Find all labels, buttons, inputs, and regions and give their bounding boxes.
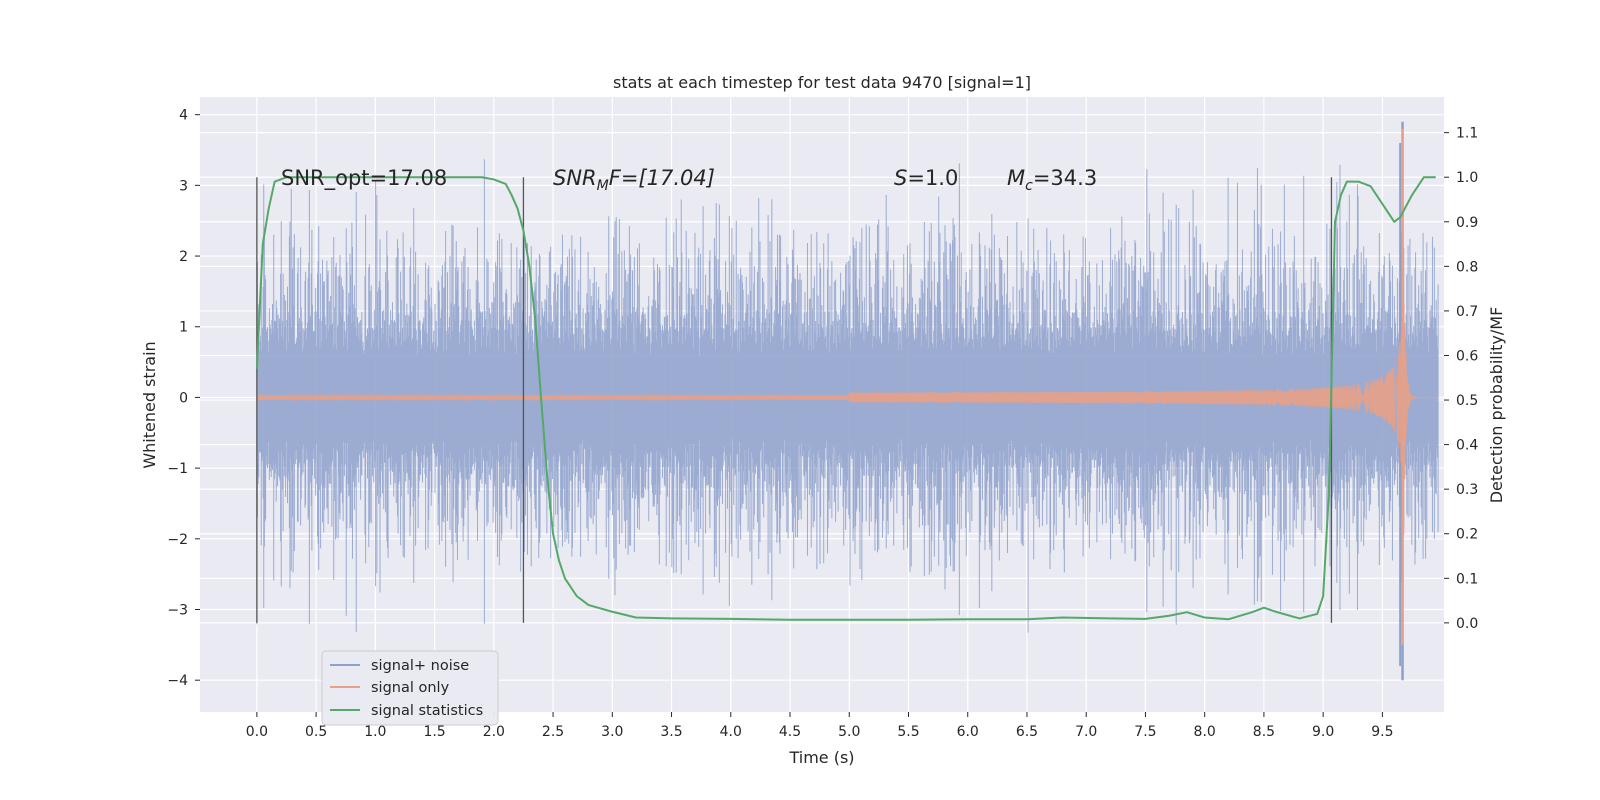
y-right-tick-label: 0.5: [1456, 393, 1478, 409]
x-tick-label: 2.5: [542, 724, 564, 740]
y-left-tick-label: −2: [167, 532, 188, 548]
y-right-tick-label: 1.1: [1456, 126, 1478, 142]
x-tick-label: 3.5: [660, 724, 682, 740]
legend-label-signal: signal only: [371, 680, 450, 696]
y-left-tick-label: 4: [179, 108, 188, 124]
y-right-tick-label: 0.0: [1456, 616, 1478, 632]
legend-label-noise: signal+ noise: [371, 658, 469, 674]
legend-label-stats: signal statistics: [371, 703, 483, 719]
annotation-mc: Mc=34.3: [1007, 166, 1097, 194]
x-tick-label: 9.0: [1312, 724, 1334, 740]
y-axis-right-label: Detection probability/MF: [1487, 307, 1506, 504]
y-right-tick-label: 0.4: [1456, 438, 1478, 454]
y-left-tick-label: 0: [179, 390, 188, 406]
y-right-tick-label: 0.7: [1456, 304, 1478, 320]
y-right-tick-label: 0.8: [1456, 259, 1478, 275]
y-axis-left-ticks: 4 3 2 1 0 −1 −2 −3 −4: [167, 108, 200, 689]
y-left-tick-label: −3: [167, 603, 188, 619]
x-tick-label: 7.0: [1075, 724, 1097, 740]
x-tick-label: 4.0: [720, 724, 742, 740]
x-tick-label: 6.5: [1016, 724, 1038, 740]
x-axis-label: Time (s): [788, 748, 854, 767]
x-tick-label: 3.0: [601, 724, 623, 740]
legend: signal+ noise signal only signal statist…: [321, 650, 499, 726]
y-right-tick-label: 1.0: [1456, 170, 1478, 186]
y-left-tick-label: 1: [179, 320, 188, 336]
y-left-tick-label: −1: [167, 461, 188, 477]
x-tick-label: 0.5: [305, 724, 327, 740]
x-tick-label: 4.5: [779, 724, 801, 740]
y-left-tick-label: −4: [167, 673, 188, 689]
y-right-tick-label: 0.1: [1456, 571, 1478, 587]
y-left-tick-label: 3: [179, 178, 188, 194]
chart-title: stats at each timestep for test data 947…: [613, 73, 1031, 92]
x-tick-label: 6.0: [957, 724, 979, 740]
y-right-tick-label: 0.9: [1456, 215, 1478, 231]
x-tick-label: 2.0: [483, 724, 505, 740]
y-right-tick-label: 0.6: [1456, 348, 1478, 364]
y-right-tick-label: 0.2: [1456, 527, 1478, 543]
x-tick-label: 0.0: [246, 724, 268, 740]
y-axis-left-label: Whitened strain: [140, 341, 159, 468]
annotation-snr-mf: SNRMF=[17.04]: [553, 166, 715, 194]
series-signal-statistics: [255, 176, 1436, 621]
x-tick-label: 8.5: [1253, 724, 1275, 740]
x-tick-label: 5.5: [897, 724, 919, 740]
x-tick-label: 8.0: [1194, 724, 1216, 740]
signal-trace: [256, 146, 1439, 576]
annotation-snr-opt: SNR_opt=17.08: [281, 166, 447, 191]
stats-trace: [255, 176, 1436, 621]
y-left-tick-label: 2: [179, 249, 188, 265]
x-tick-label: 1.0: [364, 724, 386, 740]
x-tick-label: 1.5: [423, 724, 445, 740]
annotation-s: S=1.0: [894, 166, 958, 190]
y-axis-right-ticks: 1.1 1.0 0.9 0.8 0.7 0.6 0.5 0.4 0.3 0.2 0.1 0.0: [1444, 126, 1478, 632]
y-right-tick-label: 0.3: [1456, 482, 1478, 498]
x-tick-label: 5.0: [838, 724, 860, 740]
x-tick-label: 7.5: [1134, 724, 1156, 740]
x-axis-ticks: 0.0 0.5 1.0 1.5 2.0 2.5 3.0 3.5 4.0 4.5 5.0 5.5 6.0 6…: [246, 712, 1394, 740]
legend-box: [321, 650, 499, 726]
x-tick-label: 9.5: [1371, 724, 1393, 740]
